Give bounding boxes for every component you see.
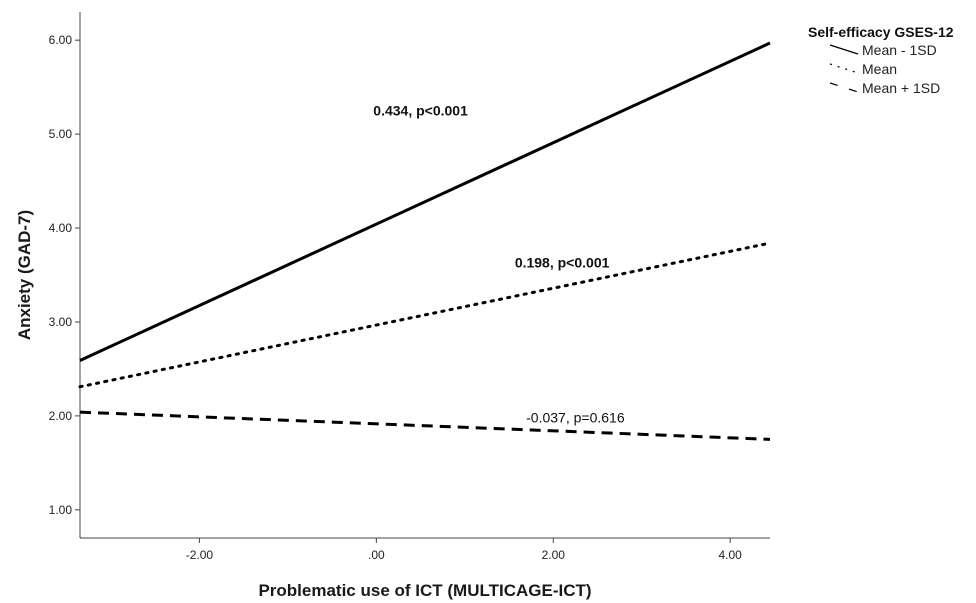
x-tick-label: .00 [368, 548, 385, 562]
y-tick-label: 2.00 [49, 409, 73, 423]
slope-annotation: 0.434, p<0.001 [373, 102, 468, 118]
annotations: 0.434, p<0.001 0.198, p<0.001 -0.037, p=0.… [373, 102, 625, 425]
legend-swatch [829, 82, 859, 93]
x-tick-label: 4.00 [719, 548, 743, 562]
x-tick-label: -2.00 [186, 548, 214, 562]
legend-label: Mean - 1SD [862, 42, 937, 58]
series-line-mean-1sd [79, 41, 771, 362]
y-ticks: 1.00 2.00 3.00 4.00 5.00 6.00 [49, 33, 80, 517]
y-tick-label: 3.00 [49, 315, 73, 329]
x-ticks: -2.00 .00 2.00 4.00 [186, 538, 742, 562]
legend-swatch [829, 44, 859, 55]
series-line-mean [78, 241, 772, 389]
axes: 1.00 2.00 3.00 4.00 5.00 6.00 -2.00 .00 2.00 4.0… [49, 12, 770, 562]
legend-label: Mean + 1SD [862, 80, 940, 96]
x-tick-label: 2.00 [542, 548, 566, 562]
x-axis-title: Problematic use of ICT (MULTICAGE-ICT) [258, 581, 591, 600]
slope-annotation: 0.198, p<0.001 [515, 254, 610, 270]
legend-label: Mean [862, 61, 897, 77]
legend-items: Mean - 1SD Mean Mean + 1SD [829, 42, 940, 96]
legend-title: Self-efficacy GSES-12 [808, 24, 954, 40]
y-tick-label: 1.00 [49, 503, 73, 517]
legend: Self-efficacy GSES-12 Mean - 1SDMeanMean… [808, 24, 954, 96]
y-tick-label: 6.00 [49, 33, 73, 47]
y-tick-label: 4.00 [49, 221, 73, 235]
slope-annotation: -0.037, p=0.616 [526, 409, 625, 425]
series-line-mean-1sd [79, 410, 771, 441]
y-tick-label: 5.00 [49, 127, 73, 141]
legend-swatch [829, 63, 859, 74]
y-axis-title: Anxiety (GAD-7) [15, 210, 34, 340]
plot-lines [78, 41, 772, 441]
